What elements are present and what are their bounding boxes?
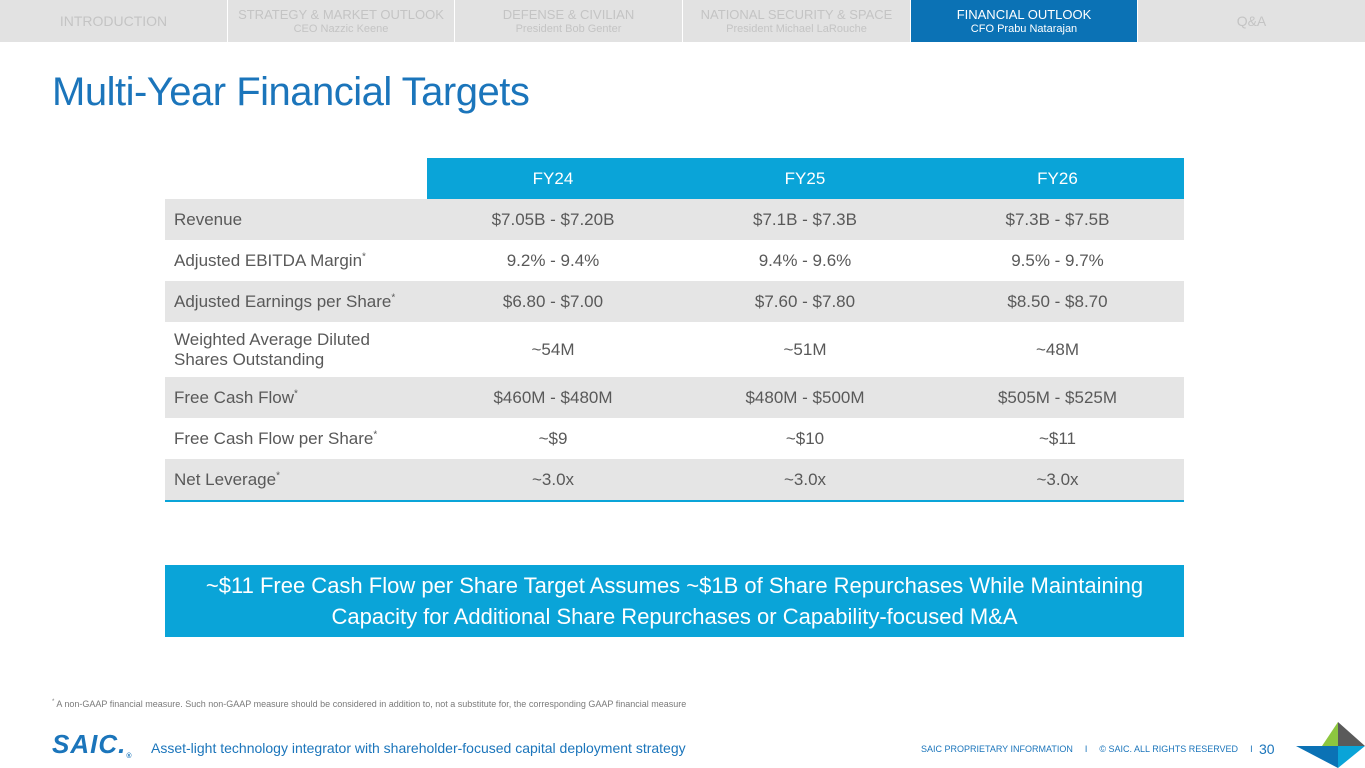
row-label: Adjusted Earnings per Share* — [165, 281, 427, 322]
table-row: Revenue $7.05B - $7.20B $7.1B - $7.3B $7… — [165, 199, 1184, 240]
tab-title: DEFENSE & CIVILIAN — [502, 6, 635, 22]
table-row: Weighted Average Diluted Shares Outstandi… — [165, 322, 1184, 377]
cell-value: ~3.0x — [931, 459, 1184, 502]
tab-subtitle: President Bob Genter — [515, 22, 622, 35]
row-label: Free Cash Flow per Share* — [174, 428, 378, 448]
cell-value: $460M - $480M — [427, 377, 679, 418]
header-fy26: FY26 — [931, 158, 1184, 199]
non-gaap-mark: * — [373, 428, 378, 440]
cell-value: ~$9 — [538, 428, 568, 448]
non-gaap-mark: * — [276, 469, 280, 481]
cell-value: ~3.0x — [679, 459, 931, 502]
cell-value: $8.50 - $8.70 — [931, 281, 1184, 322]
cell-value: 9.2% - 9.4% — [506, 250, 600, 270]
footnote-text: A non-GAAP financial measure. Such non-G… — [56, 699, 687, 709]
cell-value: ~3.0x — [427, 459, 679, 502]
page-title: Multi-Year Financial Targets — [52, 70, 530, 114]
cell-value: $7.3B - $7.5B — [931, 199, 1184, 240]
tab-subtitle: CEO Nazzic Keene — [293, 22, 389, 35]
header-blank-cell — [165, 158, 427, 199]
row-label: Weighted Average Diluted Shares Outstandi… — [174, 329, 370, 369]
cell-value: $7.05B - $7.20B — [427, 199, 679, 240]
row-label: Revenue — [165, 199, 427, 240]
tab-introduction[interactable]: INTRODUCTION — [0, 0, 228, 42]
header-fy24: FY24 — [427, 158, 679, 199]
page-number: 30 — [1259, 741, 1275, 757]
cell-value: ~51M — [783, 339, 827, 359]
corner-triangle-icon — [1296, 722, 1365, 768]
cell-value: $480M - $500M — [679, 377, 931, 418]
footer-tagline: Asset-light technology integrator with s… — [151, 740, 686, 756]
tab-financial-outlook[interactable]: FINANCIAL OUTLOOK CFO Prabu Natarajan — [911, 0, 1138, 42]
tab-title: STRATEGY & MARKET OUTLOOK — [238, 6, 444, 22]
footnote-mark: * — [52, 699, 55, 705]
table-row: Free Cash Flow* $460M - $480M $480M - $5… — [165, 377, 1184, 418]
tab-subtitle: President Michael LaRouche — [726, 22, 867, 35]
tab-subtitle: CFO Prabu Natarajan — [970, 22, 1078, 35]
saic-logo: SAIC.® — [52, 729, 133, 760]
row-label: Adjusted EBITDA Margin* — [174, 250, 366, 270]
cell-value: ~$11 — [1038, 428, 1077, 448]
financial-targets-table: FY24 FY25 FY26 Revenue $7.05B - $7.20B $… — [165, 158, 1184, 502]
registered-mark: ® — [126, 753, 133, 760]
tab-defense-civilian[interactable]: DEFENSE & CIVILIAN President Bob Genter — [455, 0, 683, 42]
cell-value: 9.4% - 9.6% — [758, 250, 852, 270]
tab-strategy-market-outlook[interactable]: STRATEGY & MARKET OUTLOOK CEO Nazzic Kee… — [228, 0, 455, 42]
cell-value: ~54M — [531, 339, 575, 359]
tab-title: FINANCIAL OUTLOOK — [956, 6, 1092, 22]
cell-value: $505M - $525M — [931, 377, 1184, 418]
top-navigation: INTRODUCTION STRATEGY & MARKET OUTLOOK C… — [0, 0, 1365, 42]
table-row: Adjusted EBITDA Margin* 9.2% - 9.4% 9.4%… — [165, 240, 1184, 281]
cell-value: $7.1B - $7.3B — [679, 199, 931, 240]
proprietary-notice: SAIC PROPRIETARY INFORMATION I © SAIC. ALL… — [921, 744, 1253, 754]
non-gaap-mark: * — [391, 291, 396, 303]
table-header-row: FY24 FY25 FY26 — [165, 158, 1184, 199]
row-label: Free Cash Flow* — [165, 377, 427, 418]
callout-banner: ~$11 Free Cash Flow per Share Target Ass… — [165, 565, 1184, 637]
table-row: Net Leverage* ~3.0x ~3.0x ~3.0x — [165, 459, 1184, 502]
tab-qa[interactable]: Q&A — [1138, 0, 1365, 42]
cell-value: ~$10 — [785, 428, 825, 448]
cell-value: $7.60 - $7.80 — [679, 281, 931, 322]
tab-title: INTRODUCTION — [59, 12, 168, 29]
table-row: Free Cash Flow per Share* ~$9 ~$10 ~$11 — [165, 418, 1184, 459]
tab-national-security-space[interactable]: NATIONAL SECURITY & SPACE President Mich… — [683, 0, 911, 42]
tab-title: Q&A — [1236, 12, 1267, 29]
footnote: * A non-GAAP financial measure. Such non… — [52, 699, 686, 709]
header-fy25: FY25 — [679, 158, 931, 199]
tab-title: NATIONAL SECURITY & SPACE — [700, 6, 893, 22]
cell-value: $6.80 - $7.00 — [427, 281, 679, 322]
non-gaap-mark: * — [362, 250, 366, 262]
cell-value: 9.5% - 9.7% — [1011, 250, 1104, 270]
non-gaap-mark: * — [293, 387, 298, 399]
callout-text: ~$11 Free Cash Flow per Share Target Ass… — [205, 573, 1144, 629]
row-label: Net Leverage* — [165, 459, 427, 502]
cell-value: ~48M — [1036, 339, 1079, 359]
table-row: Adjusted Earnings per Share* $6.80 - $7.… — [165, 281, 1184, 322]
